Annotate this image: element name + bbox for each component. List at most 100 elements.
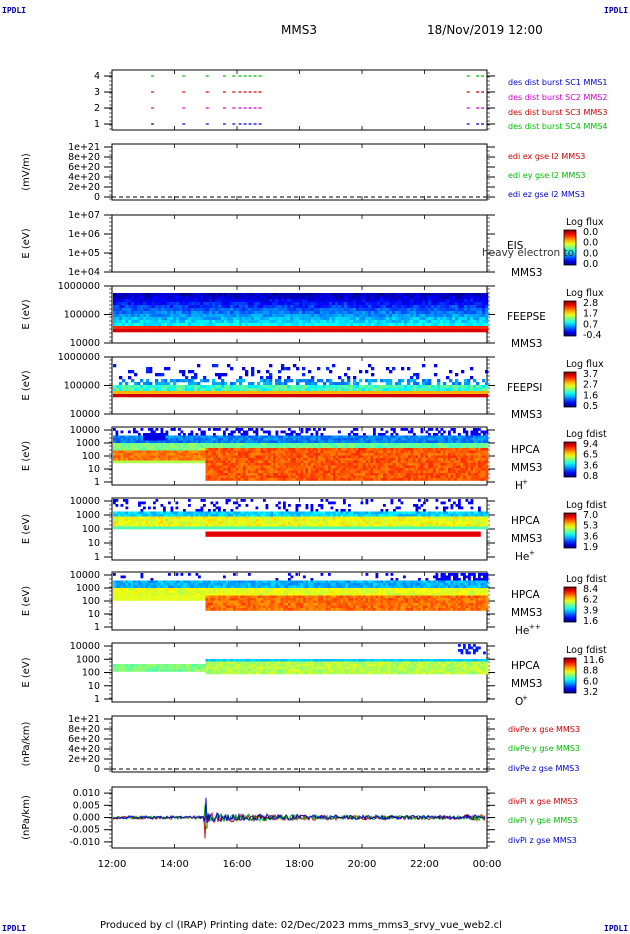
hpca_o-ytick-label: 1000 xyxy=(76,654,100,665)
x-axis-tick-label: 22:00 xyxy=(410,859,439,870)
feepse-colorbar-tick: 2.8 xyxy=(583,298,598,309)
hpca_he-panel: 10000 1000 100 10 1 E (eV) HPCA MMS3 He + Log fdis… xyxy=(21,496,607,563)
edi-ytick-label: 0 xyxy=(94,192,100,203)
feepsi-colorbar-title: Log flux xyxy=(566,359,604,370)
hpca_he-species-charge: + xyxy=(529,549,535,557)
hpca_o-colorbar-tick: 6.0 xyxy=(583,676,598,687)
hpca_he2-colorbar-title: Log fdist xyxy=(566,574,607,585)
hpca_o-colorbar-tick: 3.2 xyxy=(583,687,598,698)
feepse-spectrogram xyxy=(113,293,489,333)
feepsi-ytick-label: 100000 xyxy=(64,381,100,392)
divpe-ytick-label: 2e+20 xyxy=(68,754,100,765)
hpca_he2-colorbar-tick: 6.2 xyxy=(583,595,598,606)
hpca_h-ylabel: E (eV) xyxy=(21,441,32,471)
feepsi-instrument-label: FEEPSI xyxy=(507,382,542,394)
burst-frame xyxy=(111,69,488,131)
divpi-ytick-label: 0.005 xyxy=(73,800,100,811)
eis-colorbar-title: Log flux xyxy=(566,217,604,228)
hpca_h-colorbar-tick: 3.6 xyxy=(583,460,598,471)
x-axis-tick-label: 00:00 xyxy=(473,859,502,870)
burst-ytick-label: 4 xyxy=(94,71,100,82)
feepsi-colorbar-tick: 3.7 xyxy=(583,369,598,380)
hpca_o-panel: 10000 1000 100 10 1 E (eV) HPCA MMS3 O+ Log fdist… xyxy=(21,641,607,708)
burst-legend-entry: des dist burst SC2 MMS2 xyxy=(508,93,607,102)
edi-legend-entry: edi ex gse l2 MMS3 xyxy=(508,152,585,161)
burst-ytick-label: 3 xyxy=(94,87,100,98)
hpca_h-colorbar-tick: 9.4 xyxy=(583,439,598,450)
divpe-ylabel: (nPa/km) xyxy=(21,722,32,767)
hpca_o-spacecraft-label: MMS3 xyxy=(511,678,542,690)
edi-ytick-label: 6e+20 xyxy=(68,162,100,173)
hpca_he-ytick-label: 1 xyxy=(94,552,100,563)
feepse-colorbar-tick: 1.7 xyxy=(583,309,598,320)
hpca_h-colorbar-tick: 6.5 xyxy=(583,450,598,461)
eis-panel: 1e+07 1e+06 1e+05 1e+04 E (eV) EIS MMS3 Log flu… xyxy=(21,210,604,279)
x-axis-tick-label: 16:00 xyxy=(223,859,252,870)
hpca_h-ytick-label: 10 xyxy=(88,464,100,475)
eis-frame xyxy=(111,214,488,273)
hpca_he-species-label: He xyxy=(515,551,529,563)
burst-legend-entry: des dist burst SC3 MMS3 xyxy=(508,108,607,117)
hpca_he-colorbar-tick: 1.9 xyxy=(583,542,598,553)
divpe-ytick-label: 4e+20 xyxy=(68,744,100,755)
divpe-legend-entry: divPe x gse MMS3 xyxy=(508,725,580,734)
feepse-colorbar-tick: 0.7 xyxy=(583,319,598,330)
hpca_he2-ytick-label: 10 xyxy=(88,609,100,620)
eis-colorbar-tick: 0.0 xyxy=(583,227,598,238)
edi-ytick-label: 4e+20 xyxy=(68,172,100,183)
eis-colorbar-tick: 0.0 xyxy=(583,238,598,249)
feepsi-ytick-label: 1000000 xyxy=(58,352,100,363)
hpca_o-ylabel: E (eV) xyxy=(21,657,32,687)
feepsi-colorbar-tick: 0.5 xyxy=(583,401,598,412)
divpi-ytick-label: -0.010 xyxy=(69,837,100,848)
hpca_he2-ytick-label: 100 xyxy=(82,596,100,607)
plot-date: 18/Nov/2019 12:00 xyxy=(427,23,543,37)
hpca_he-ytick-label: 10000 xyxy=(70,496,100,507)
divpe-ytick-label: 1e+21 xyxy=(68,714,100,725)
feepse-ytick-label: 10000 xyxy=(70,338,100,349)
hpca_h-spectrogram xyxy=(113,428,489,481)
hpca_he2-spacecraft-label: MMS3 xyxy=(511,607,542,619)
hpca_h-panel: 10000 1000 100 10 1 E (eV) HPCA MMS3 H + Log fdist… xyxy=(21,425,607,492)
hpca_h-spacecraft-label: MMS3 xyxy=(511,462,542,474)
divpi-ytick-label: -0.005 xyxy=(69,825,100,836)
hpca_h-instrument-label: HPCA xyxy=(511,444,541,456)
hpca_he2-ytick-label: 1000 xyxy=(76,583,100,594)
divpe-ytick-label: 0 xyxy=(94,764,100,775)
burst-legend-entry: des dist burst SC1 MMS1 xyxy=(508,78,607,87)
hpca_he2-ylabel: E (eV) xyxy=(21,586,32,616)
hpca_o-ytick-label: 10000 xyxy=(70,641,100,652)
feepsi-ytick-label: 10000 xyxy=(70,409,100,420)
hpca_o-instrument-label: HPCA xyxy=(511,660,541,672)
hpca_he-instrument-label: HPCA xyxy=(511,515,541,527)
divpe-frame xyxy=(111,715,488,773)
feepse-ytick-label: 100000 xyxy=(64,310,100,321)
feepse-colorbar-title: Log flux xyxy=(566,288,604,299)
hpca_he-spectrogram xyxy=(113,499,489,537)
hpca_h-colorbar-title: Log fdist xyxy=(566,429,607,440)
divpi-legend-entry: divPi z gse MMS3 xyxy=(508,836,577,845)
divpi-ytick-label: 0.010 xyxy=(73,788,100,799)
hpca_he2-spectrogram xyxy=(113,573,489,611)
edi-legend-entry: edi ez gse l2 MMS3 xyxy=(508,190,585,199)
divpe-ytick-label: 8e+20 xyxy=(68,724,100,735)
hpca_h-colorbar xyxy=(563,441,577,478)
x-axis-tick-label: 20:00 xyxy=(348,859,377,870)
hpca_o-colorbar-title: Log fdist xyxy=(566,645,607,656)
hpca_he2-ytick-label: 10000 xyxy=(70,570,100,581)
hpca_o-ytick-label: 1 xyxy=(94,694,100,705)
hpca_he2-colorbar-tick: 1.6 xyxy=(583,616,598,627)
eis-ytick-label: 1e+05 xyxy=(68,248,100,259)
divpe-ytick-label: 6e+20 xyxy=(68,734,100,745)
edi-ytick-label: 1e+21 xyxy=(68,142,100,153)
footer-text: Produced by cl (IRAP) Printing date: 02/… xyxy=(100,920,502,931)
eis-ylabel: E (eV) xyxy=(21,228,32,258)
hpca_o-colorbar xyxy=(563,657,577,694)
hpca_o-spectrogram xyxy=(113,644,489,675)
hpca_h-ytick-label: 1000 xyxy=(76,438,100,449)
hpca_he-ytick-label: 100 xyxy=(82,524,100,535)
hpca_h-species-label: H xyxy=(515,480,523,492)
hpca_he-ytick-label: 10 xyxy=(88,538,100,549)
